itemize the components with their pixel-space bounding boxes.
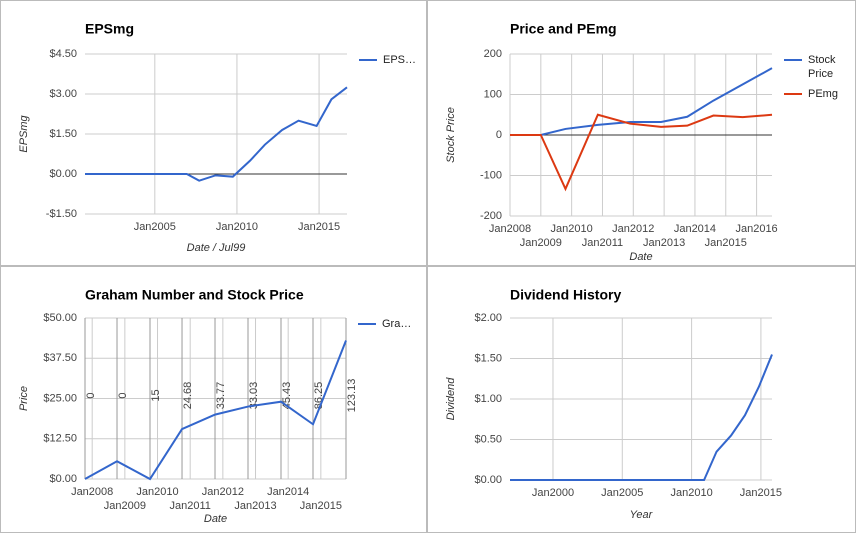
- x-tick-label: Jan2015: [705, 237, 747, 249]
- panel: [0, 0, 427, 266]
- data-line: [84, 340, 347, 481]
- y-tick-label: $0.50: [474, 433, 502, 445]
- y-tick-label: $50.00: [43, 312, 77, 324]
- x-tick-label: Jan2015: [740, 487, 782, 499]
- y-tick-label: $0.00: [49, 473, 77, 485]
- y-tick-label: -200: [480, 210, 502, 222]
- y-axis-title: Stock Price: [445, 107, 457, 163]
- x-axis-title: Date: [629, 251, 652, 263]
- chart-title: Price and PEmg: [510, 21, 617, 37]
- x-tick-label: Jan2010: [216, 221, 258, 233]
- x-tick-label: Jan2015: [300, 500, 342, 512]
- legend-label: Gra…: [382, 318, 412, 330]
- data-line: [510, 113, 773, 192]
- y-tick-label: $1.50: [474, 352, 502, 364]
- legend-label: Stock Price: [808, 54, 836, 80]
- annotation: 45.43: [281, 382, 293, 410]
- y-axis-title: EPSmg: [18, 114, 30, 152]
- y-tick-label: $1.00: [474, 393, 502, 405]
- x-tick-label: Jan2008: [489, 223, 531, 235]
- x-tick-label: Jan2012: [612, 223, 654, 235]
- x-axis-title: Date / Jul99: [187, 242, 246, 254]
- annotation: 33.03: [248, 382, 260, 410]
- y-tick-label: -100: [480, 169, 502, 181]
- y-tick-label: $37.50: [43, 352, 77, 364]
- x-tick-label: Jan2010: [136, 486, 178, 498]
- chart-title: Dividend History: [510, 287, 621, 303]
- y-tick-label: $1.50: [49, 128, 77, 140]
- x-tick-label: Jan2009: [520, 237, 562, 249]
- x-tick-label: Jan2010: [670, 487, 712, 499]
- x-tick-label: Jan2010: [551, 223, 593, 235]
- x-tick-label: Jan2000: [532, 487, 574, 499]
- y-axis-title: Dividend: [445, 377, 457, 421]
- annotation: 0: [85, 392, 97, 398]
- legend-label: EPS…: [383, 54, 417, 66]
- x-tick-label: Jan2011: [169, 500, 210, 512]
- chart-title: EPSmg: [85, 21, 134, 37]
- y-tick-label: $3.00: [49, 88, 77, 100]
- y-axis-title: Price: [18, 386, 30, 411]
- x-tick-label: Jan2014: [267, 486, 309, 498]
- y-tick-label: $0.00: [474, 474, 502, 486]
- data-line: [510, 67, 773, 136]
- x-tick-label: Jan2015: [298, 221, 340, 233]
- x-tick-label: Jan2012: [202, 486, 244, 498]
- x-tick-label: Jan2005: [134, 221, 176, 233]
- chart-title: Graham Number and Stock Price: [85, 287, 304, 303]
- x-tick-label: Jan2016: [735, 223, 777, 235]
- x-tick-label: Jan2013: [234, 500, 276, 512]
- y-tick-label: -$1.50: [46, 208, 77, 220]
- x-tick-label: Jan2009: [104, 500, 146, 512]
- y-tick-label: $4.50: [49, 48, 77, 60]
- x-tick-label: Jan2005: [601, 487, 643, 499]
- y-tick-label: 200: [484, 48, 502, 60]
- y-tick-label: $12.50: [43, 433, 77, 445]
- y-tick-label: $25.00: [43, 392, 77, 404]
- annotation: 33.77: [215, 382, 227, 410]
- annotation: 86.25: [313, 382, 325, 410]
- x-tick-label: Jan2014: [674, 223, 716, 235]
- legend-label: PEmg: [808, 88, 838, 100]
- annotation: 24.68: [182, 382, 194, 410]
- data-line: [510, 354, 773, 481]
- x-axis-title: Year: [630, 509, 654, 521]
- y-tick-label: $2.00: [474, 312, 502, 324]
- x-axis-title: Date: [204, 513, 227, 525]
- y-tick-label: 100: [484, 88, 502, 100]
- x-tick-label: Jan2011: [582, 237, 623, 249]
- y-tick-label: 0: [496, 129, 502, 141]
- annotation: 15: [150, 389, 162, 401]
- annotation: 0: [117, 392, 129, 398]
- y-tick-label: $0.00: [49, 168, 77, 180]
- data-line: [85, 86, 348, 182]
- x-tick-label: Jan2008: [71, 486, 113, 498]
- x-tick-label: Jan2013: [643, 237, 685, 249]
- annotation: 123.13: [346, 379, 358, 413]
